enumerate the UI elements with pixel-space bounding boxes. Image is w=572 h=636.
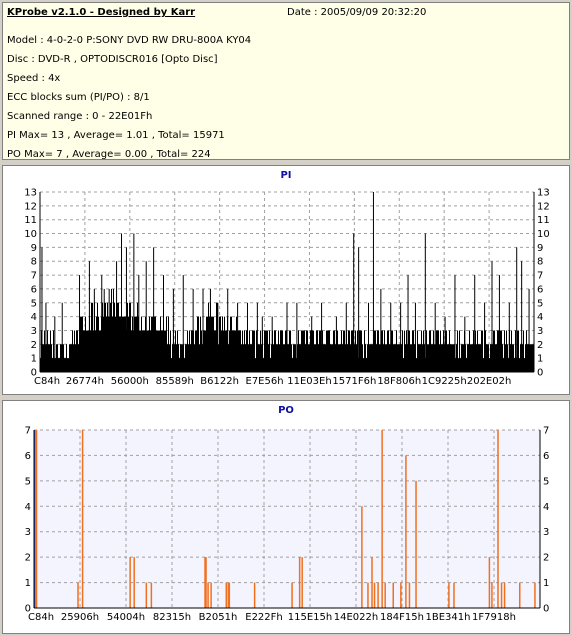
y-tick-label-left: 7 (31, 271, 37, 282)
y-tick-label-left: 13 (24, 188, 37, 199)
y-tick-label-left: 1 (31, 354, 37, 365)
y-tick-label-left: 6 (25, 451, 31, 462)
y-tick-label-right: 6 (537, 284, 543, 295)
x-tick-label: 14E022h (334, 612, 378, 623)
y-tick-label-left: 8 (31, 257, 37, 268)
y-tick-label-right: 7 (537, 271, 543, 282)
x-tick-label: 115E15h (288, 612, 332, 623)
x-tick-label: B2051h (199, 612, 238, 623)
y-tick-label-right: 10 (537, 229, 550, 240)
y-tick-label-left: 9 (31, 243, 37, 254)
y-tick-label-left: 3 (25, 527, 31, 538)
y-tick-label-right: 11 (537, 215, 550, 226)
x-tick-label: C84h (28, 612, 54, 623)
x-tick-label: C84h (34, 376, 60, 387)
po-chart-panel: PO 0 0 1 1 2 2 3 3 4 4 5 5 6 6 7 7 C84h 25906h 54004h 82315h… (2, 400, 570, 634)
po-summary-line: PO Max= 7 , Average= 0.00 , Total= 224 (7, 149, 211, 160)
x-tick-label: 1F7918h (472, 612, 516, 623)
y-tick-label-right: 1 (537, 354, 543, 365)
scan-date: Date : 2005/09/09 20:32:20 (287, 7, 427, 18)
x-tick-label: B6122h (200, 376, 239, 387)
ecc-line: ECC blocks sum (PI/PO) : 8/1 (7, 92, 150, 103)
x-tick-label: 25906h (61, 612, 99, 623)
y-tick-label-left: 12 (24, 201, 37, 212)
y-tick-label-left: 7 (25, 426, 31, 437)
y-tick-label-right: 2 (537, 340, 543, 351)
y-tick-label-right: 7 (543, 426, 549, 437)
y-tick-label-right: 3 (543, 527, 549, 538)
x-tick-label: 18F806h (377, 376, 421, 387)
app-title: KProbe v2.1.0 - Designed by Karr (7, 7, 196, 18)
y-tick-label-left: 4 (31, 312, 37, 323)
x-tick-label: E222Fh (245, 612, 283, 623)
y-tick-label-right: 5 (543, 476, 549, 487)
y-tick-label-right: 0 (543, 604, 549, 615)
y-tick-label-right: 3 (537, 326, 543, 337)
y-tick-label-right: 4 (537, 312, 543, 323)
x-tick-label: 82315h (153, 612, 191, 623)
x-tick-label: 85589h (156, 376, 194, 387)
y-tick-label-left: 10 (24, 229, 37, 240)
x-tick-label: 11E03Eh (287, 376, 331, 387)
x-tick-label: E7E56h (246, 376, 284, 387)
disc-line: Disc : DVD-R , OPTODISCR016 [Opto Disc] (7, 54, 218, 65)
y-tick-label-right: 12 (537, 201, 550, 212)
x-tick-label: 1BE341h (426, 612, 471, 623)
pi-bars (40, 192, 534, 372)
x-tick-label: 1C9225h (422, 376, 467, 387)
chart-title: PI (280, 170, 291, 181)
speed-line: Speed : 4x (7, 73, 61, 84)
y-tick-label-left: 5 (25, 476, 31, 487)
model-line: Model : 4-0-2-0 P:SONY DVD RW DRU-800A K… (7, 35, 252, 46)
y-tick-label-right: 13 (537, 188, 550, 199)
x-tick-label: 26774h (66, 376, 104, 387)
x-tick-label: 1571F6h (332, 376, 376, 387)
y-tick-label-right: 8 (537, 257, 543, 268)
y-tick-label-right: 2 (543, 553, 549, 564)
y-tick-label-left: 2 (31, 340, 37, 351)
y-tick-label-right: 6 (543, 451, 549, 462)
x-tick-label: 184F15h (380, 612, 424, 623)
y-tick-label-left: 4 (25, 502, 31, 513)
pi-chart-panel: PI 0 0 1 1 2 2 3 3 4 4 5 5 6 6 7 7 8 8 9 9 10 10 11 11 12 12 13 13 C8… (2, 165, 570, 395)
po-chart: PO 0 0 1 1 2 2 3 3 4 4 5 5 6 6 7 7 C84h 25906h 54004h 82315h… (25, 405, 550, 623)
y-tick-label-right: 4 (543, 502, 549, 513)
y-tick-label-left: 1 (25, 578, 31, 589)
x-tick-label: 202E02h (467, 376, 511, 387)
y-tick-label-left: 5 (31, 298, 37, 309)
plot-area (34, 430, 540, 608)
x-tick-label: 56000h (111, 376, 149, 387)
y-tick-label-left: 0 (31, 368, 37, 379)
chart-title: PO (278, 405, 294, 416)
y-tick-label-right: 0 (537, 368, 543, 379)
y-tick-label-left: 0 (25, 604, 31, 615)
info-panel: KProbe v2.1.0 - Designed by Karr Date : … (2, 2, 570, 160)
y-tick-label-left: 11 (24, 215, 37, 226)
range-line: Scanned range : 0 - 22E01Fh (7, 111, 153, 122)
y-tick-label-right: 1 (543, 578, 549, 589)
pi-summary-line: PI Max= 13 , Average= 1.01 , Total= 1597… (7, 130, 225, 141)
y-tick-label-left: 3 (31, 326, 37, 337)
y-tick-label-left: 2 (25, 553, 31, 564)
x-tick-label: 54004h (107, 612, 145, 623)
y-tick-label-left: 6 (31, 284, 37, 295)
y-tick-label-right: 5 (537, 298, 543, 309)
y-tick-label-right: 9 (537, 243, 543, 254)
